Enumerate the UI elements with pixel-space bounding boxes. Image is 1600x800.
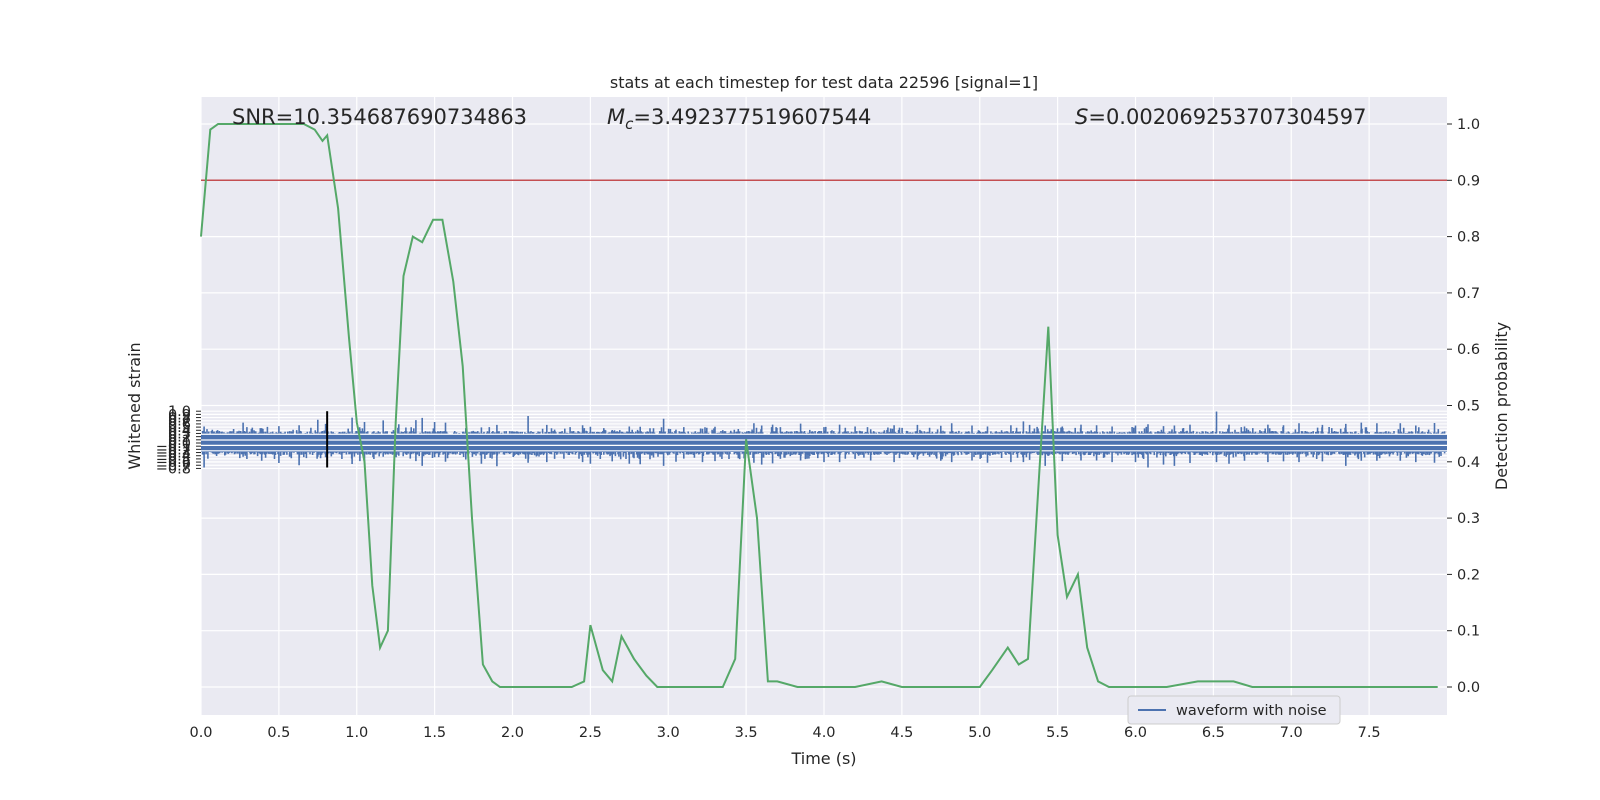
x-tick-label: 6.5 (1202, 725, 1225, 741)
legend-label: waveform with noise (1176, 703, 1327, 719)
y2-tick-label: 0.1 (1457, 624, 1480, 640)
x-tick-label: 6.0 (1124, 725, 1147, 741)
y2-tick-label: 0.8 (1457, 230, 1480, 246)
chirp-mass-annotation: Mc=3.492377519607544 (607, 105, 871, 133)
x-tick-label: 1.5 (423, 725, 446, 741)
y2-tick-label: 0.4 (1457, 455, 1480, 471)
x-tick-label: 4.5 (890, 725, 913, 741)
y-tick-label: −0.2 (156, 442, 191, 458)
x-tick-label: 7.5 (1358, 725, 1381, 741)
s-symbol: S (1075, 105, 1088, 129)
y-tick-label: 0.6 (168, 417, 191, 433)
y2-tick-label: 0.5 (1457, 399, 1480, 415)
x-tick-label: 3.5 (735, 725, 758, 741)
detection-probability-line (200, 123, 1438, 688)
chirp-mass-value: =3.492377519607544 (633, 105, 871, 129)
y2-tick-label: 0.7 (1457, 286, 1480, 302)
x-tick-label: 7.0 (1280, 725, 1303, 741)
x-axis-label: Time (s) (790, 749, 856, 768)
y-tick-label: 0.2 (168, 430, 191, 446)
y2-tick-labels: 1.0 0.9 0.8 0.7 0.6 0.5 0.4 0.3 0.2 0.1 0.0 (1447, 117, 1480, 696)
x-tick-label: 0.5 (267, 725, 290, 741)
chart-title: stats at each timestep for test data 225… (610, 73, 1038, 92)
x-tick-label: 0.0 (189, 725, 212, 741)
x-tick-labels: 0.0 0.5 1.0 1.5 2.0 2.5 3.0 3.5 4.0 4.5 5.0 5.5 6.0 6… (189, 725, 1380, 741)
y2-tick-label: 0.3 (1457, 511, 1480, 527)
legend: waveform with noise (1127, 695, 1341, 725)
y-tick-label: −0.8 (156, 461, 191, 477)
y-tick-label: 0.4 (168, 423, 191, 439)
y-tick-label: −0.1 (156, 439, 191, 455)
y-tick-label: 0.1 (168, 433, 191, 449)
x-tick-label: 5.0 (968, 725, 991, 741)
y-tick-label: 1.0 (168, 404, 191, 420)
y2-axis-label: Detection probability (1492, 322, 1511, 490)
x-tick-label: 5.5 (1046, 725, 1069, 741)
y-tick-label: −0.5 (156, 452, 191, 468)
y-tick-label: −0.6 (156, 455, 191, 471)
y-tick-label: 0.7 (168, 414, 191, 430)
chirp-mass-symbol: M (607, 105, 625, 129)
y-tick-label: −0.7 (156, 458, 191, 474)
y-axis-label: Whitened strain (125, 342, 144, 469)
s-value: =0.002069253707304597 (1088, 105, 1366, 129)
y-tick-label: −0.4 (156, 449, 191, 465)
x-tick-label: 1.0 (345, 725, 368, 741)
chirp-mass-subscript: c (625, 115, 634, 133)
y-tick-label: 0.3 (168, 426, 191, 442)
x-tick-label: 2.5 (579, 725, 602, 741)
snr-annotation: SNR=10.354687690734863 (232, 105, 527, 129)
y-tick-labels: 1.00.90.80.70.60.50.40.30.20.10.0−0.1−0.… (156, 404, 201, 477)
y-tick-label: 0.5 (168, 420, 191, 436)
y-tick-label: 0.8 (168, 411, 191, 427)
x-tick-label: 2.0 (501, 725, 524, 741)
x-tick-label: 4.0 (812, 725, 835, 741)
y2-tick-label: 0.2 (1457, 567, 1480, 583)
x-tick-label: 3.0 (657, 725, 680, 741)
y-tick-label: 0.0 (168, 436, 191, 452)
y2-tick-label: 0.0 (1457, 680, 1480, 696)
y2-tick-label: 0.9 (1457, 173, 1480, 189)
y-tick-label: −0.3 (156, 446, 191, 462)
y-tick-label: 0.9 (168, 407, 191, 423)
legend-box (1127, 695, 1341, 725)
y2-tick-label: 1.0 (1457, 117, 1480, 133)
y2-tick-label: 0.6 (1457, 342, 1480, 358)
waveform-core (201, 434, 1447, 452)
waveform-series (201, 411, 1447, 468)
s-annotation: S=0.002069253707304597 (1075, 105, 1366, 129)
